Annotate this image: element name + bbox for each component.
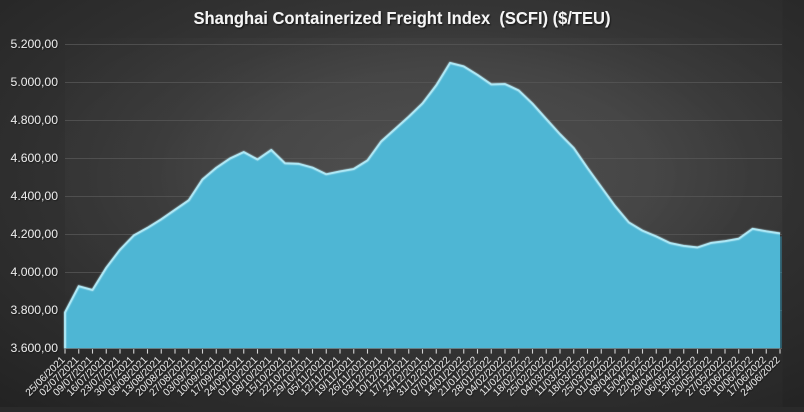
svg-text:3.600,00: 3.600,00 (11, 341, 59, 355)
svg-text:5.000,00: 5.000,00 (11, 75, 59, 89)
svg-text:Shanghai Containerized Freight: Shanghai Containerized Freight Index (SC… (194, 8, 611, 28)
svg-text:3.800,00: 3.800,00 (11, 303, 59, 317)
svg-text:4.200,00: 4.200,00 (11, 227, 59, 241)
svg-text:4.000,00: 4.000,00 (11, 265, 59, 279)
svg-text:4.800,00: 4.800,00 (11, 113, 59, 127)
svg-text:4.400,00: 4.400,00 (11, 189, 59, 203)
svg-text:4.600,00: 4.600,00 (11, 151, 59, 165)
svg-text:5.200,00: 5.200,00 (11, 37, 59, 51)
